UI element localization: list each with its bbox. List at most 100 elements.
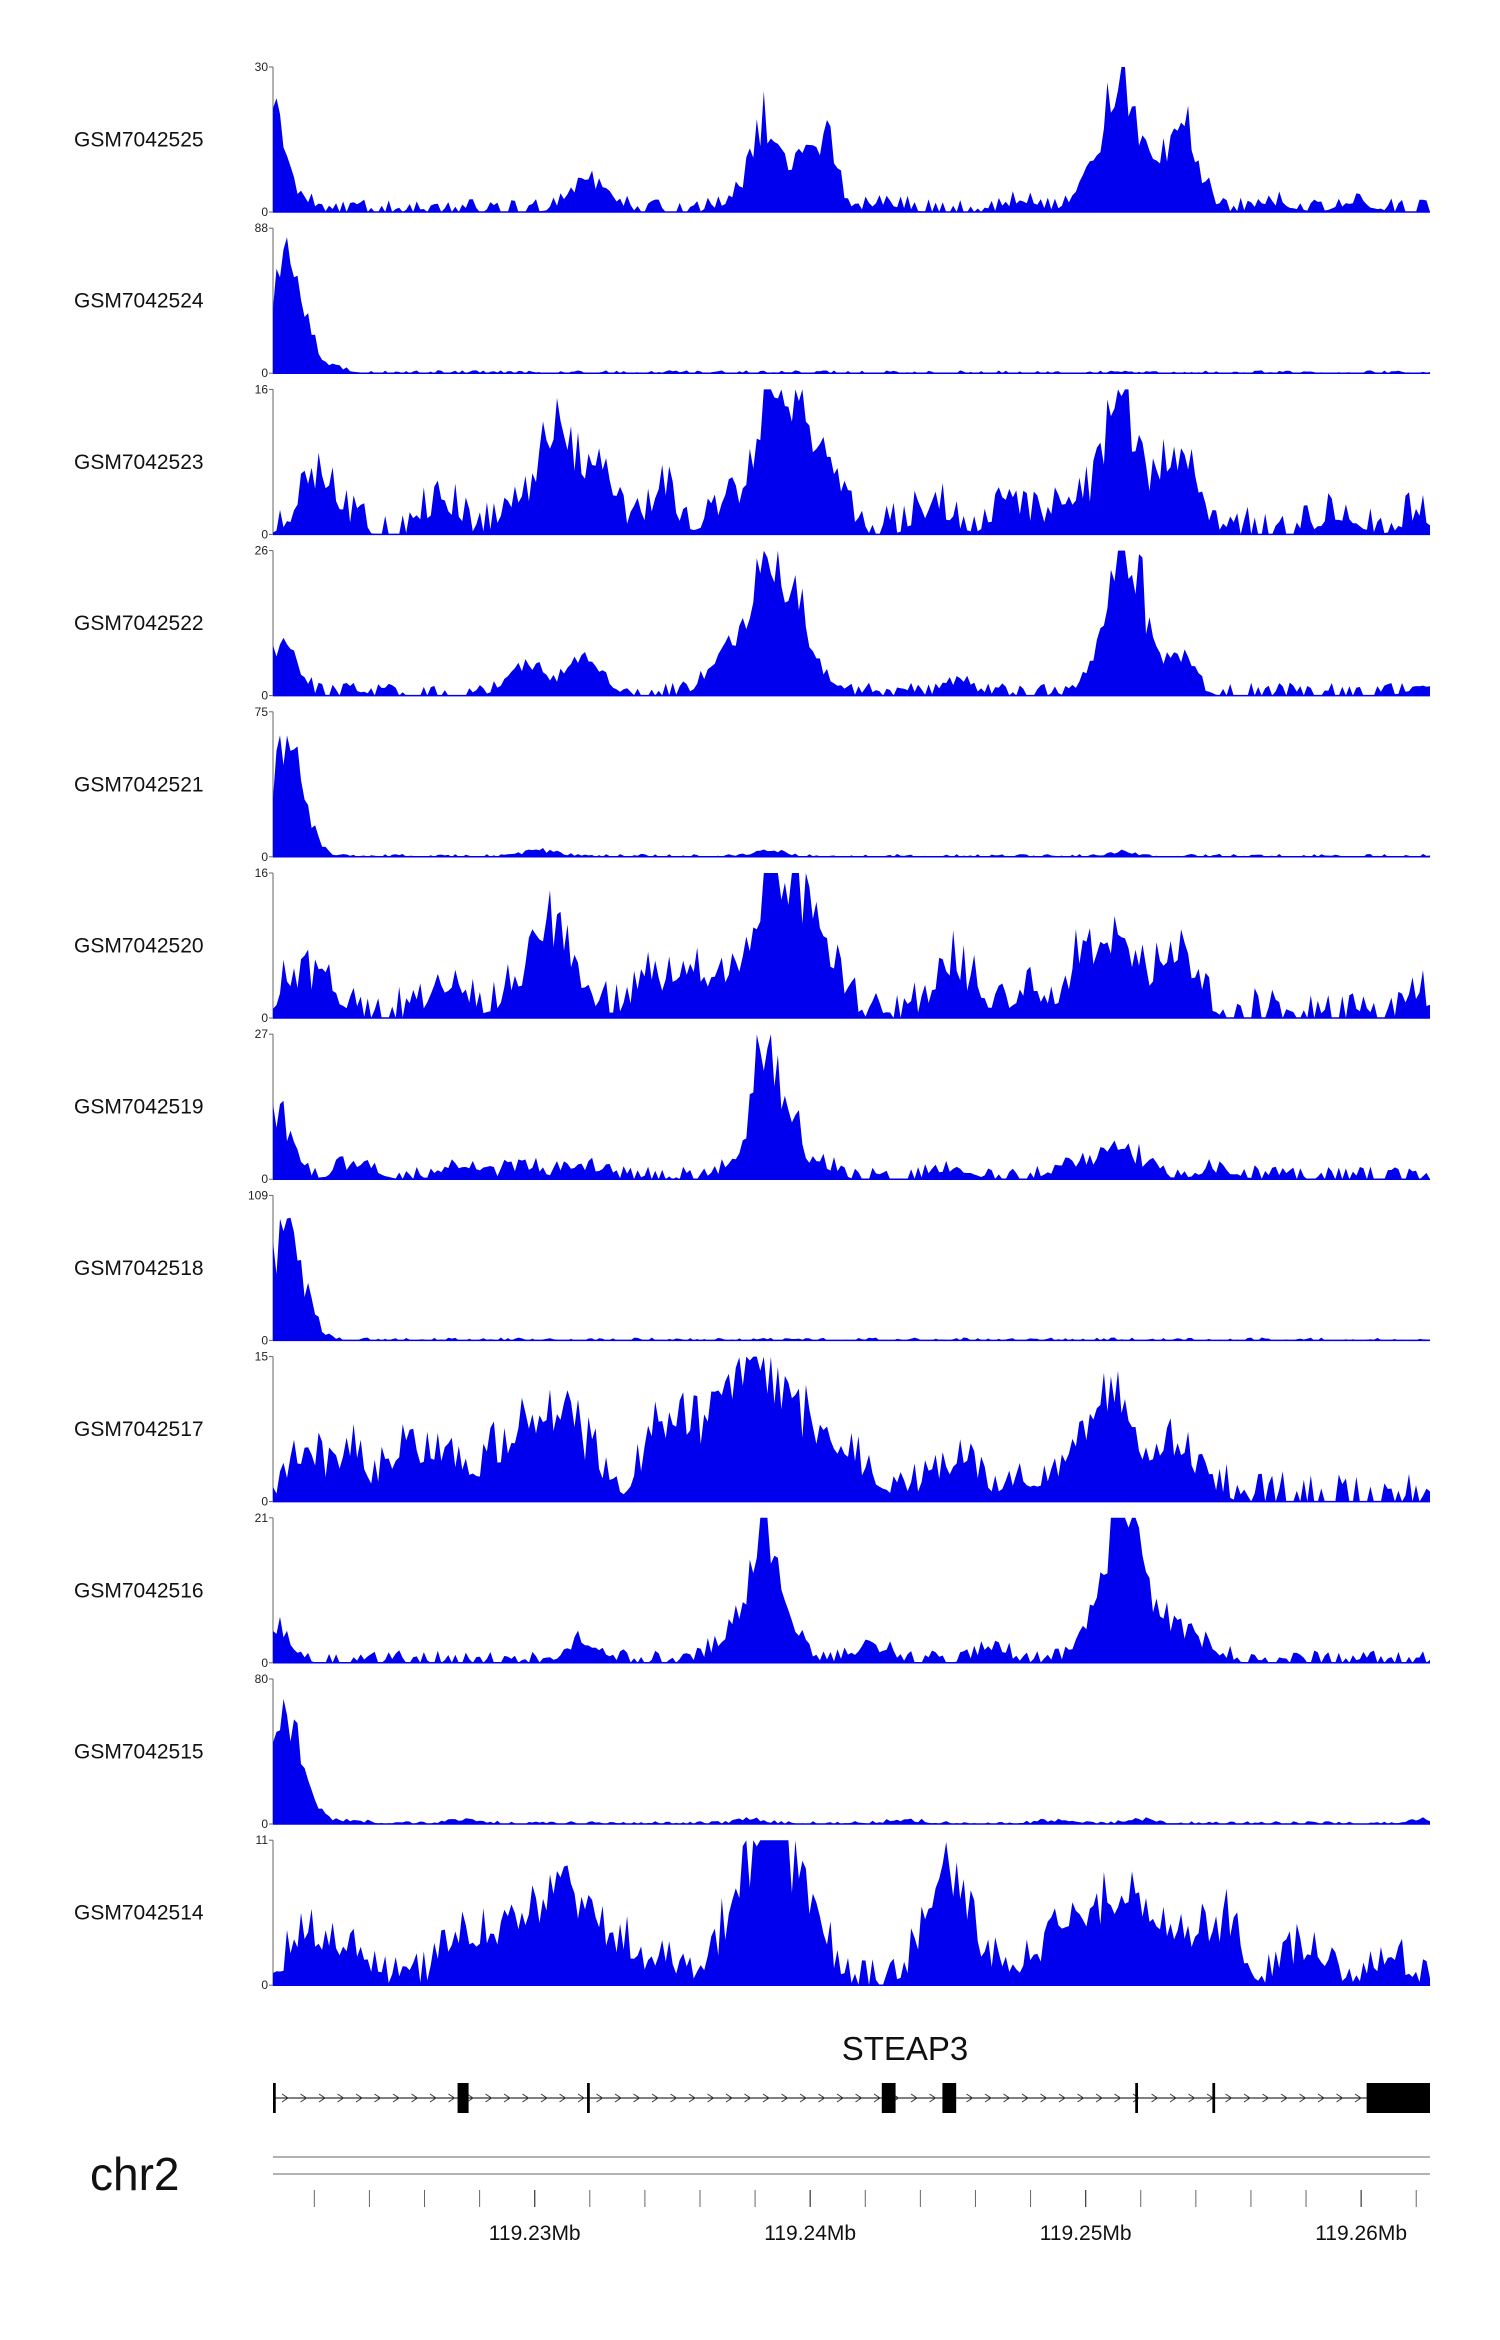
gene-name-label: STEAP3 xyxy=(842,2030,969,2067)
coverage-area xyxy=(273,1356,1430,1502)
strand-arrow-icon xyxy=(1114,2093,1122,2103)
y-axis-max-label: 15 xyxy=(255,1350,269,1364)
strand-arrow-icon xyxy=(1021,2093,1029,2103)
y-axis-min-label: 0 xyxy=(261,1656,268,1670)
track-sample-label: GSM7042525 xyxy=(74,129,204,152)
y-axis-max-label: 21 xyxy=(255,1511,269,1525)
strand-arrow-icon xyxy=(374,2093,382,2103)
strand-arrow-icon xyxy=(540,2093,548,2103)
gene-exon xyxy=(881,2083,896,2113)
y-axis-min-label: 0 xyxy=(261,689,268,703)
track-sample-label: GSM7042517 xyxy=(74,1418,204,1441)
y-axis-min-label: 0 xyxy=(261,205,268,219)
strand-arrow-icon xyxy=(1354,2093,1362,2103)
track-sample-label: GSM7042520 xyxy=(74,935,204,958)
strand-arrow-icon xyxy=(984,2093,992,2103)
coverage-track: GSM7042518 109 0 xyxy=(74,1188,1430,1347)
y-axis-max-label: 27 xyxy=(255,1027,269,1041)
strand-arrow-icon xyxy=(836,2093,844,2103)
strand-arrow-icon xyxy=(855,2093,863,2103)
y-axis-max-label: 16 xyxy=(255,866,269,880)
coverage-track: GSM7042525 30 0 xyxy=(74,60,1430,219)
strand-arrow-icon xyxy=(1058,2093,1066,2103)
y-axis-min-label: 0 xyxy=(261,850,268,864)
track-sample-label: GSM7042524 xyxy=(74,290,204,313)
strand-arrow-icon xyxy=(633,2093,641,2103)
y-axis-min-label: 0 xyxy=(261,527,268,541)
axis-coordinate-label: 119.25Mb xyxy=(1040,2222,1132,2245)
strand-arrow-icon xyxy=(1003,2093,1011,2103)
strand-arrow-icon xyxy=(762,2093,770,2103)
y-axis-min-label: 0 xyxy=(261,1495,268,1509)
coverage-tracks: GSM7042525300GSM7042524880GSM7042523160G… xyxy=(74,60,1430,1992)
coverage-area xyxy=(273,550,1430,696)
genome-coordinate-axis: chr2 119.23Mb 119.24Mb 119.25Mb 119.26Mb xyxy=(90,2148,1430,2245)
coverage-track: GSM7042515 80 0 xyxy=(74,1672,1430,1831)
coverage-track: GSM7042523 16 0 xyxy=(74,382,1430,541)
gene-exon xyxy=(1212,2083,1216,2113)
strand-arrow-icon xyxy=(614,2093,622,2103)
coverage-area xyxy=(273,1517,1430,1663)
axis-coordinate-label: 119.23Mb xyxy=(489,2222,581,2245)
strand-arrow-icon xyxy=(448,2093,456,2103)
strand-arrow-icon xyxy=(1095,2093,1103,2103)
y-axis-max-label: 30 xyxy=(255,60,269,74)
strand-arrow-icon xyxy=(744,2093,752,2103)
chromosome-label: chr2 xyxy=(90,2148,179,2200)
gene-exon xyxy=(457,2083,469,2113)
gene-exon xyxy=(1135,2083,1138,2113)
strand-arrow-icon xyxy=(873,2093,881,2103)
strand-arrow-icon xyxy=(670,2093,678,2103)
gene-exon xyxy=(587,2083,590,2113)
strand-arrow-icon xyxy=(1225,2093,1233,2103)
strand-arrow-icon xyxy=(725,2093,733,2103)
coverage-area xyxy=(273,1840,1430,1986)
coverage-track: GSM7042516 21 0 xyxy=(74,1511,1430,1670)
strand-arrow-icon xyxy=(466,2093,474,2103)
coverage-track: GSM7042521 75 0 xyxy=(74,705,1430,864)
strand-arrow-icon xyxy=(910,2093,918,2103)
strand-arrow-icon xyxy=(966,2093,974,2103)
track-sample-label: GSM7042522 xyxy=(74,612,204,635)
strand-arrow-icon xyxy=(1243,2093,1251,2103)
strand-arrow-icon xyxy=(651,2093,659,2103)
y-axis-max-label: 26 xyxy=(255,544,269,558)
y-axis-max-label: 11 xyxy=(256,1833,269,1847)
strand-arrow-icon xyxy=(1132,2093,1140,2103)
strand-arrow-icon xyxy=(411,2093,419,2103)
strand-arrow-icon xyxy=(1336,2093,1344,2103)
strand-arrow-icon xyxy=(799,2093,807,2103)
strand-arrow-icon xyxy=(688,2093,696,2103)
gene-model-track: STEAP3 xyxy=(273,2030,1430,2113)
strand-arrow-icon xyxy=(1188,2093,1196,2103)
strand-arrow-icon xyxy=(596,2093,604,2103)
y-axis-max-label: 75 xyxy=(255,705,269,719)
strand-arrow-icon xyxy=(485,2093,493,2103)
strand-arrow-icon xyxy=(1262,2093,1270,2103)
y-axis-min-label: 0 xyxy=(261,1333,268,1347)
strand-arrow-icon xyxy=(522,2093,530,2103)
coverage-area xyxy=(273,873,1430,1018)
track-sample-label: GSM7042519 xyxy=(74,1096,204,1119)
coverage-track: GSM7042519 27 0 xyxy=(74,1027,1430,1186)
strand-arrow-icon xyxy=(503,2093,511,2103)
strand-arrow-icon xyxy=(337,2093,345,2103)
strand-arrow-icon xyxy=(1299,2093,1307,2103)
strand-arrow-icon xyxy=(1077,2093,1085,2103)
strand-arrow-icon xyxy=(300,2093,308,2103)
strand-arrow-icon xyxy=(781,2093,789,2103)
strand-arrow-icon xyxy=(707,2093,715,2103)
track-sample-label: GSM7042521 xyxy=(74,773,204,796)
axis-coordinate-label: 119.26Mb xyxy=(1315,2222,1407,2245)
track-sample-label: GSM7042515 xyxy=(74,1741,204,1764)
y-axis-max-label: 88 xyxy=(255,221,269,235)
axis-coordinate-label: 119.24Mb xyxy=(764,2222,856,2245)
strand-arrow-icon xyxy=(818,2093,826,2103)
gene-exon xyxy=(1366,2083,1430,2113)
track-sample-label: GSM7042514 xyxy=(74,1902,204,1925)
y-axis-min-label: 0 xyxy=(261,366,268,380)
y-axis-min-label: 0 xyxy=(261,1978,268,1992)
coverage-track: GSM7042514 11 0 xyxy=(74,1833,1430,1992)
y-axis-max-label: 109 xyxy=(248,1188,268,1202)
strand-arrow-icon xyxy=(1169,2093,1177,2103)
